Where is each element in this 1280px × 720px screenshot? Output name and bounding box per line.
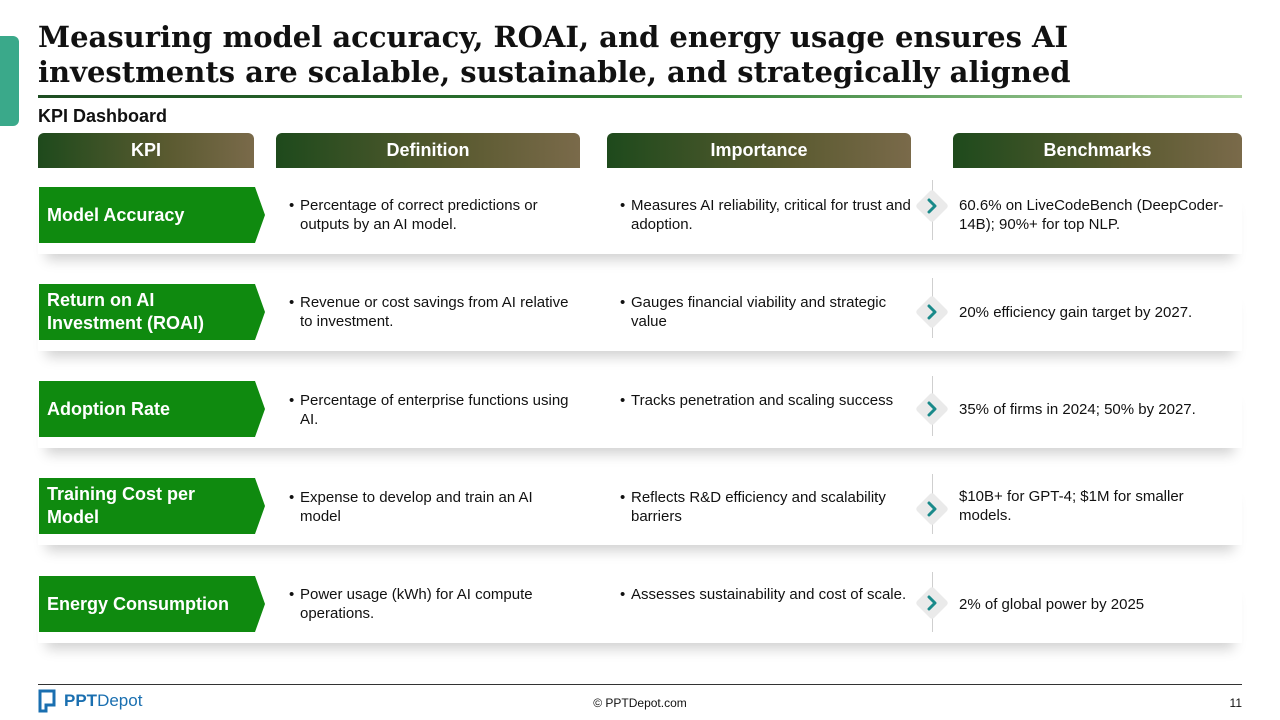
benchmark-cell: 20% efficiency gain target by 2027. — [959, 303, 1193, 321]
kpi-label: Adoption Rate — [39, 381, 265, 437]
benchmark-cell: 60.6% on LiveCodeBench (DeepCoder-14B); … — [959, 197, 1224, 233]
footer-divider — [38, 684, 1242, 685]
logo-light: Depot — [97, 691, 143, 710]
definition-cell: Power usage (kWh) for AI compute operati… — [286, 585, 576, 623]
benchmark-cell: $10B+ for GPT-4; $1M for smaller models. — [959, 488, 1184, 524]
pptdepot-logo[interactable]: PPTDepot — [38, 689, 142, 713]
column-header-kpi: KPI — [38, 133, 254, 168]
importance-cell: Gauges financial viability and strategic… — [617, 293, 917, 331]
chevron-right-icon — [915, 492, 949, 526]
copyright-text: © PPTDepot.com — [593, 696, 687, 710]
column-header-definition: Definition — [276, 133, 580, 168]
logo-wordmark: PPTDepot — [64, 691, 142, 711]
title-divider — [38, 95, 1242, 98]
definition-cell: Percentage of enterprise functions using… — [286, 391, 576, 429]
chevron-right-icon — [915, 295, 949, 329]
importance-cell: Assesses sustainability and cost of scal… — [617, 585, 917, 604]
importance-cell: Reflects R&D efficiency and scalability … — [617, 488, 917, 526]
kpi-label: Return on AI Investment (ROAI) — [39, 284, 265, 340]
column-header-importance: Importance — [607, 133, 911, 168]
importance-cell: Tracks penetration and scaling success — [617, 391, 917, 410]
kpi-label: Training Cost per Model — [39, 478, 265, 534]
definition-cell: Percentage of correct predictions or out… — [286, 196, 576, 234]
dashboard-subtitle: KPI Dashboard — [38, 106, 168, 126]
column-header-benchmarks: Benchmarks — [953, 133, 1242, 168]
kpi-label: Model Accuracy — [39, 187, 265, 243]
definition-cell: Expense to develop and train an AI model — [286, 488, 576, 526]
benchmark-cell: 2% of global power by 2025 — [959, 595, 1145, 613]
accent-tab — [0, 36, 19, 126]
chevron-right-icon — [915, 586, 949, 620]
slide-title: Measuring model accuracy, ROAI, and ener… — [38, 20, 1071, 89]
page-number: 11 — [1229, 696, 1242, 710]
kpi-label: Energy Consumption — [39, 576, 265, 632]
importance-cell: Measures AI reliability, critical for tr… — [617, 196, 917, 234]
chevron-right-icon — [915, 189, 949, 223]
pptdepot-logo-icon — [38, 689, 56, 713]
chevron-right-icon — [915, 392, 949, 426]
logo-bold: PPT — [64, 691, 98, 710]
definition-cell: Revenue or cost savings from AI relative… — [286, 293, 576, 331]
benchmark-cell: 35% of firms in 2024; 50% by 2027. — [959, 400, 1196, 418]
